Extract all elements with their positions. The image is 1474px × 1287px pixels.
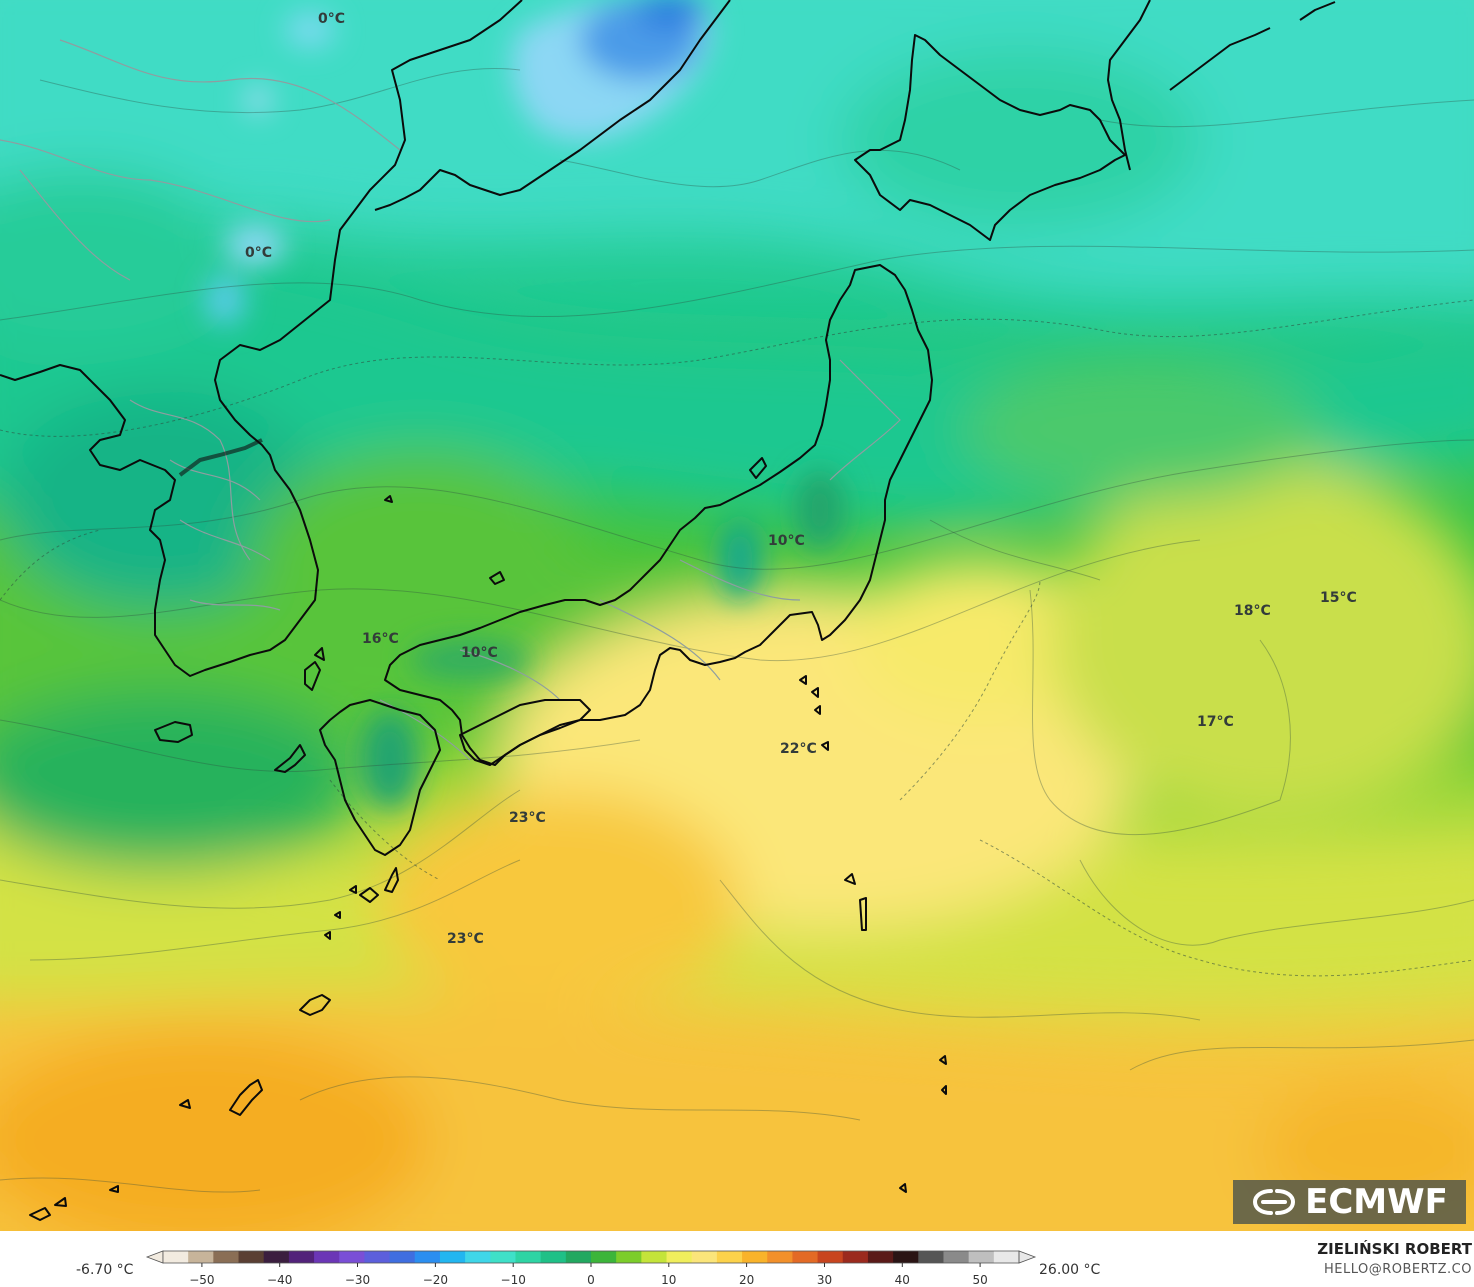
- colorbar-cell: [893, 1251, 919, 1263]
- colorbar-cell: [314, 1251, 340, 1263]
- colorbar-cell: [490, 1251, 517, 1263]
- cold-patches: [205, 0, 845, 810]
- colorbar-tick-label: 20: [739, 1273, 754, 1287]
- colorbar-cell: [943, 1251, 970, 1263]
- map-canvas: [0, 0, 1474, 1231]
- colorbar-tick-label: −30: [345, 1273, 370, 1287]
- colorbar: −50 −40 −30 −20 −10 0 10 20 30 40 50: [145, 1250, 1037, 1287]
- colorbar-tick-label: 10: [661, 1273, 676, 1287]
- colorbar-tick-label: 40: [895, 1273, 910, 1287]
- colorbar-cell: [716, 1251, 743, 1263]
- colorbar-cell: [691, 1251, 718, 1263]
- colorbar-min-label: -6.70 °C: [76, 1262, 134, 1278]
- country-borders: [0, 39, 901, 761]
- ecmwf-logo-text: ECMWF: [1305, 1182, 1448, 1222]
- colorbar-cell: [666, 1251, 693, 1263]
- colorbar-cell: [540, 1251, 567, 1263]
- temperature-map: [0, 0, 1474, 1231]
- colorbar-cell: [163, 1251, 189, 1263]
- colorbar-cell: [591, 1251, 617, 1263]
- colorbar-tick-label: −10: [501, 1273, 526, 1287]
- colorbar-cell: [238, 1251, 265, 1263]
- colorbar-cell: [842, 1251, 869, 1263]
- colorbar-cell: [867, 1251, 894, 1263]
- korea-border-line: [178, 438, 263, 477]
- isotherm-lines: [0, 67, 1474, 1193]
- colorbar-cells: [145, 1250, 1037, 1264]
- coastlines: [0, 0, 1336, 1221]
- colorbar-tick-label: 30: [817, 1273, 832, 1287]
- colorbar-max-label: 26.00 °C: [1039, 1262, 1101, 1278]
- colorbar-ticks: −50 −40 −30 −20 −10 0 10 20 30 40 50: [189, 1263, 988, 1287]
- colorbar-cell: [288, 1251, 315, 1263]
- colorbar-tick-label: −20: [423, 1273, 448, 1287]
- colorbar-cell: [616, 1251, 642, 1263]
- colorbar-arrow-right: [1018, 1250, 1037, 1264]
- colorbar-cell: [767, 1251, 794, 1263]
- author-name: ZIELIŃSKI ROBERT: [1317, 1240, 1472, 1258]
- colorbar-tick-label: −40: [267, 1273, 292, 1287]
- colorbar-cell: [993, 1251, 1020, 1263]
- colorbar-cell: [792, 1251, 819, 1263]
- colorbar-cell: [641, 1251, 668, 1263]
- author-email: HELLO@ROBERTZ.CO: [1323, 1262, 1472, 1277]
- colorbar-tick-label: 50: [972, 1273, 987, 1287]
- colorbar-cell: [565, 1251, 592, 1263]
- colorbar-cell: [389, 1251, 416, 1263]
- colorbar-cell: [742, 1251, 768, 1263]
- colorbar-cell: [364, 1251, 391, 1263]
- colorbar-cell: [515, 1251, 542, 1263]
- colorbar-cell: [918, 1251, 945, 1263]
- colorbar-cell: [188, 1251, 214, 1263]
- ecmwf-logo-icon: [1253, 1189, 1296, 1215]
- colorbar-cell: [465, 1251, 491, 1263]
- colorbar-cell: [263, 1251, 290, 1263]
- ecmwf-logo: ECMWF: [1233, 1180, 1466, 1224]
- colorbar-tick-label: 0: [587, 1273, 595, 1287]
- colorbar-cell: [339, 1251, 366, 1263]
- colorbar-cell: [817, 1251, 844, 1263]
- colorbar-cell: [968, 1251, 995, 1263]
- colorbar-tick-label: −50: [189, 1273, 214, 1287]
- colorbar-cell: [439, 1251, 466, 1263]
- colorbar-cell: [414, 1251, 441, 1263]
- colorbar-cell: [213, 1251, 240, 1263]
- colorbar-arrow-left: [145, 1250, 164, 1264]
